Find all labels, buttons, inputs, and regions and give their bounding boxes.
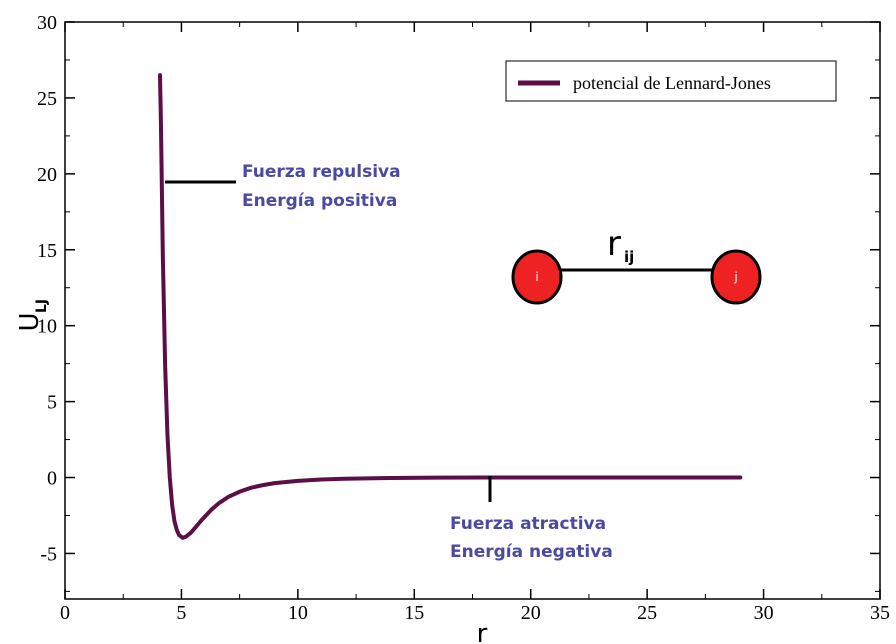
lj-potential-line [158, 73, 743, 540]
attractive-label-line2: Energía negativa [450, 542, 613, 562]
y-tick-label: 5 [47, 392, 57, 414]
atom-i [511, 249, 563, 305]
bond-label: r [607, 224, 621, 264]
repulsive-label-line2: Energía positiva [242, 191, 397, 211]
y-tick-label: 15 [37, 240, 57, 262]
y-axis-title: U LJ [15, 299, 50, 332]
y-tick-label: 10 [37, 316, 57, 338]
x-tick-label: 25 [637, 602, 657, 624]
legend-label: potencial de Lennard-Jones [573, 73, 771, 93]
bond-diagram: i j r ij [511, 224, 762, 305]
y-axis-title-main: U [15, 312, 45, 331]
x-tick-label: 0 [60, 602, 70, 624]
atom-i-label: i [535, 270, 538, 284]
atom-j [710, 249, 762, 305]
x-tick-label: 5 [176, 602, 186, 624]
x-tick-label: 15 [404, 602, 424, 624]
axis-ticks [64, 21, 881, 599]
x-tick-label: 10 [288, 602, 308, 624]
legend-box [505, 60, 837, 102]
bond-label-subscript: ij [624, 248, 634, 266]
y-tick-label: 0 [47, 468, 57, 490]
repulsive-label-line1: Fuerza repulsiva [242, 162, 401, 182]
x-tick-label: 30 [754, 602, 774, 624]
axis-tick-labels: 0 5 10 15 20 25 30 35 -5 0 5 10 15 20 25 30 [37, 12, 890, 624]
y-tick-label: -5 [40, 543, 57, 565]
attractive-label-line1: Fuerza atractiva [450, 514, 606, 534]
x-tick-label: 35 [870, 602, 890, 624]
y-tick-label: 25 [37, 88, 57, 110]
y-tick-label: 20 [37, 164, 57, 186]
x-axis-title: r [477, 619, 488, 644]
x-tick-label: 20 [521, 602, 541, 624]
atom-j-label: j [733, 270, 737, 284]
y-tick-label: 30 [37, 12, 57, 34]
y-axis-title-sub: LJ [34, 299, 50, 313]
plot-frame [64, 21, 881, 600]
legend: potencial de Lennard-Jones [505, 60, 837, 102]
